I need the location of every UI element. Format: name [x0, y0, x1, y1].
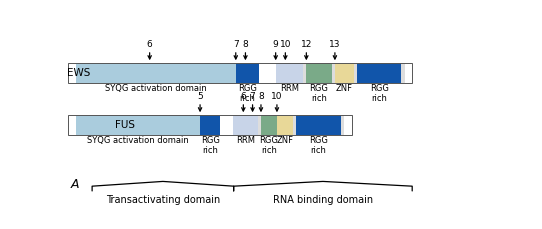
- Text: Transactivating domain: Transactivating domain: [106, 195, 220, 205]
- Bar: [303, 63, 306, 83]
- Text: 7: 7: [250, 92, 255, 101]
- Bar: [332, 63, 335, 83]
- Bar: [354, 63, 357, 83]
- Bar: [76, 63, 236, 83]
- Text: SYQG activation domain: SYQG activation domain: [87, 136, 189, 145]
- Bar: [335, 63, 354, 83]
- Text: RGG
rich: RGG rich: [260, 136, 279, 155]
- Bar: [401, 63, 405, 83]
- Text: ZNF: ZNF: [336, 84, 353, 93]
- Text: RNA binding domain: RNA binding domain: [273, 195, 373, 205]
- Text: 7: 7: [233, 40, 238, 49]
- Text: FUS: FUS: [115, 120, 135, 130]
- Bar: [293, 115, 296, 136]
- Text: A: A: [71, 178, 80, 191]
- Bar: [258, 115, 261, 136]
- Bar: [259, 63, 276, 83]
- Bar: [76, 115, 200, 136]
- Text: SYQG activation domain: SYQG activation domain: [105, 84, 207, 93]
- Text: RGG
rich: RGG rich: [238, 84, 257, 104]
- Bar: [276, 63, 303, 83]
- Bar: [68, 115, 76, 136]
- Bar: [68, 115, 352, 136]
- Bar: [261, 115, 277, 136]
- Text: 9: 9: [273, 40, 279, 49]
- Bar: [296, 115, 341, 136]
- Bar: [277, 115, 293, 136]
- Text: RGG
rich: RGG rich: [201, 136, 220, 155]
- Bar: [68, 63, 76, 83]
- Text: EWS: EWS: [67, 68, 91, 78]
- Text: 10: 10: [271, 92, 283, 101]
- Text: 12: 12: [301, 40, 312, 49]
- Text: RRM: RRM: [280, 84, 299, 93]
- Text: RRM: RRM: [236, 136, 255, 145]
- Bar: [341, 115, 344, 136]
- Text: RGG
rich: RGG rich: [309, 84, 328, 104]
- Bar: [200, 115, 220, 136]
- Bar: [220, 115, 233, 136]
- Text: RGG
rich: RGG rich: [309, 136, 328, 155]
- Text: 8: 8: [243, 40, 248, 49]
- Text: 5: 5: [197, 92, 203, 101]
- Bar: [344, 115, 352, 136]
- Text: 13: 13: [329, 40, 341, 49]
- Bar: [233, 115, 258, 136]
- Bar: [357, 63, 401, 83]
- Bar: [405, 63, 412, 83]
- Bar: [236, 63, 259, 83]
- Text: 6: 6: [147, 40, 152, 49]
- Bar: [306, 63, 332, 83]
- Bar: [68, 63, 412, 83]
- Text: 10: 10: [280, 40, 291, 49]
- Text: RGG
rich: RGG rich: [370, 84, 389, 104]
- Text: 8: 8: [258, 92, 264, 101]
- Text: 6: 6: [241, 92, 246, 101]
- Text: ZNF: ZNF: [276, 136, 293, 145]
